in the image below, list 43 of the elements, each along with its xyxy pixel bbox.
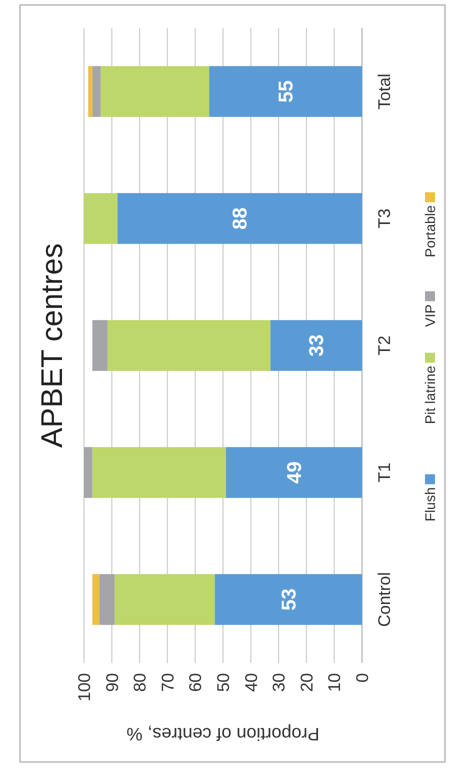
x-tick-label: 50: [214, 673, 233, 692]
y-tick-label: Control: [375, 572, 394, 627]
bar: [92, 447, 226, 498]
x-axis-title: Proportion of centres, %: [126, 724, 320, 744]
bar: [270, 320, 362, 371]
x-tick-label: 0: [352, 673, 372, 682]
text: APBET centres: [36, 243, 69, 448]
x-tick-label: 40: [242, 673, 261, 692]
bar: [84, 447, 92, 498]
y-tick-label: T2: [375, 336, 394, 356]
y-tick-label: T3: [375, 208, 394, 228]
data-label: 33: [306, 334, 328, 357]
y-tick-label: T1: [375, 462, 394, 482]
x-tick-label: 80: [130, 673, 150, 692]
bar: [99, 574, 115, 625]
y-tick-label: Total: [375, 74, 394, 110]
data-label: 53: [278, 588, 300, 611]
bar: [117, 193, 362, 244]
bar: [92, 320, 108, 371]
legend-label: Portable: [422, 205, 438, 258]
data-label: 88: [230, 207, 252, 230]
bar: [226, 447, 362, 498]
bar: [84, 193, 118, 244]
data-label: 55: [276, 80, 298, 103]
bar: [214, 574, 362, 625]
legend-label: Pit latrine: [422, 366, 438, 424]
x-tick-label: 100: [74, 673, 94, 702]
data-label: 49: [284, 461, 306, 484]
bar: [108, 320, 270, 371]
x-tick-label: 10: [325, 673, 344, 692]
bar: [88, 66, 92, 117]
bar: [114, 574, 215, 625]
legend-label: Flush: [422, 487, 438, 522]
bar: [92, 574, 100, 625]
bar: [209, 66, 362, 117]
x-tick-label: 60: [186, 673, 206, 692]
legend-label: VIP: [422, 304, 438, 327]
bar: [92, 66, 101, 117]
x-tick-label: 90: [102, 673, 122, 692]
x-tick-label: 70: [158, 673, 178, 692]
x-tick-label: 30: [270, 673, 289, 692]
bar: [100, 66, 210, 117]
x-tick-label: 20: [297, 673, 316, 692]
